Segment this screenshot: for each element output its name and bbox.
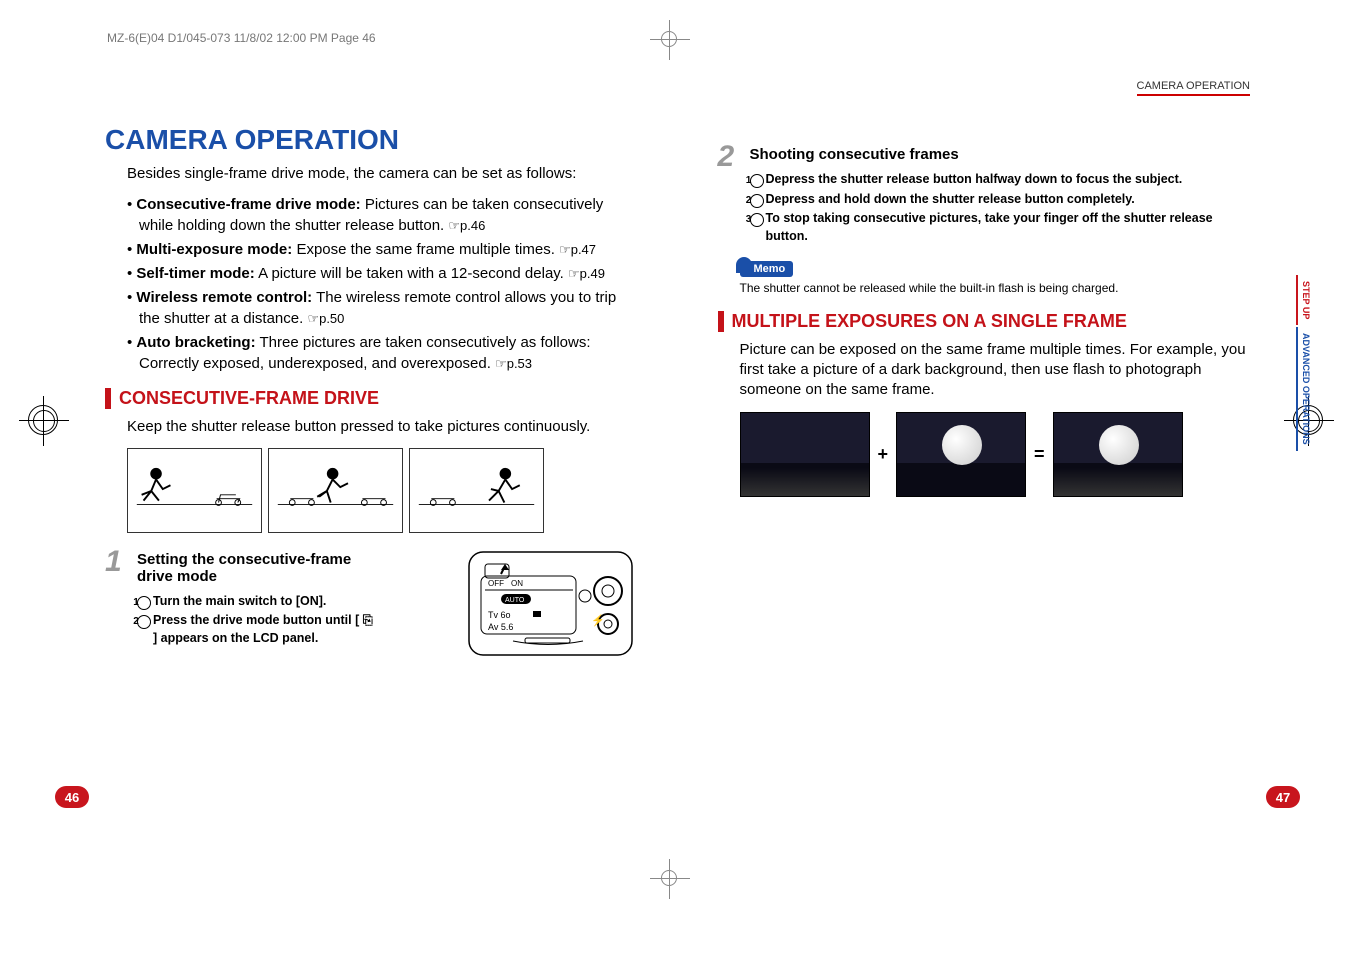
page-number-left: 46 xyxy=(55,786,89,808)
section-consecutive-title: CONSECUTIVE-FRAME DRIVE xyxy=(105,388,638,409)
mode-list: Consecutive-frame drive mode: Pictures c… xyxy=(105,194,638,374)
crop-mark-bottom xyxy=(650,859,690,899)
list-item: Self-timer mode: A picture will be taken… xyxy=(127,263,638,284)
tab-advanced: ADVANCED OPERATIONS xyxy=(1296,327,1314,451)
memo-badge: Memo xyxy=(740,261,794,277)
plus-operator: + xyxy=(878,444,889,465)
register-mark-left xyxy=(28,405,58,435)
svg-text:Tv 6o: Tv 6o xyxy=(488,610,511,620)
section-consecutive-body: Keep the shutter release button pressed … xyxy=(105,417,638,437)
runner-frame xyxy=(268,448,403,533)
step-number: 1 xyxy=(105,545,122,579)
page-left: CAMERA OPERATION Besides single-frame dr… xyxy=(65,80,678,800)
step-1: 1 Setting the consecutive-frame drive mo… xyxy=(105,551,638,671)
print-header: MZ-6(E)04 D1/045-073 11/8/02 12:00 PM Pa… xyxy=(107,31,376,45)
section-multiexpo-title: MULTIPLE EXPOSURES ON A SINGLE FRAME xyxy=(718,311,1251,332)
runner-illustration xyxy=(105,448,638,533)
substep: 3To stop taking consecutive pictures, ta… xyxy=(750,210,1251,245)
multi-exposure-illustration: + = xyxy=(718,412,1251,497)
step-number: 2 xyxy=(718,140,735,174)
list-item: Multi-exposure mode: Expose the same fra… xyxy=(127,239,638,260)
expo-frame-result xyxy=(1053,412,1183,497)
list-item: Auto bracketing: Three pictures are take… xyxy=(127,332,638,374)
expo-frame-dark xyxy=(740,412,870,497)
page-number-right: 47 xyxy=(1266,786,1300,808)
intro-text: Besides single-frame drive mode, the cam… xyxy=(105,164,638,184)
expo-frame-moon xyxy=(896,412,1026,497)
svg-text:Av 5.6: Av 5.6 xyxy=(488,622,513,632)
step-title: Shooting consecutive frames xyxy=(750,146,1251,163)
equals-operator: = xyxy=(1034,444,1045,465)
substep: 2Press the drive mode button until [ ⎘ ]… xyxy=(137,612,377,647)
memo-text: The shutter cannot be released while the… xyxy=(718,281,1251,297)
step-title: Setting the consecutive-frame drive mode xyxy=(137,551,357,585)
side-tabs: STEP UP ADVANCED OPERATIONS xyxy=(1296,275,1314,451)
substep: 2Depress and hold down the shutter relea… xyxy=(750,191,1251,209)
substep: 1Depress the shutter release button half… xyxy=(750,171,1251,189)
runner-frame xyxy=(127,448,262,533)
crop-mark-top xyxy=(650,20,690,60)
step-2: 2 Shooting consecutive frames 1Depress t… xyxy=(718,146,1251,245)
svg-text:OFF: OFF xyxy=(488,579,504,588)
page-spread: CAMERA OPERATION Besides single-frame dr… xyxy=(65,80,1290,800)
tab-step-up: STEP UP xyxy=(1296,275,1314,325)
svg-text:ON: ON xyxy=(511,579,523,588)
list-item: Wireless remote control: The wireless re… xyxy=(127,287,638,329)
list-item: Consecutive-frame drive mode: Pictures c… xyxy=(127,194,638,236)
runner-frame xyxy=(409,448,544,533)
svg-text:⚡: ⚡ xyxy=(591,614,605,627)
svg-text:AUTO: AUTO xyxy=(505,597,525,604)
section-multiexpo-body: Picture can be exposed on the same frame… xyxy=(718,340,1251,401)
running-head: CAMERA OPERATION xyxy=(1137,80,1250,96)
page-right: CAMERA OPERATION 2 Shooting consecutive … xyxy=(678,80,1291,800)
camera-lcd-illustration: OFF ON AUTO Tv 6o Av 5.6 ⚡ xyxy=(463,546,638,661)
main-title: CAMERA OPERATION xyxy=(105,124,638,156)
